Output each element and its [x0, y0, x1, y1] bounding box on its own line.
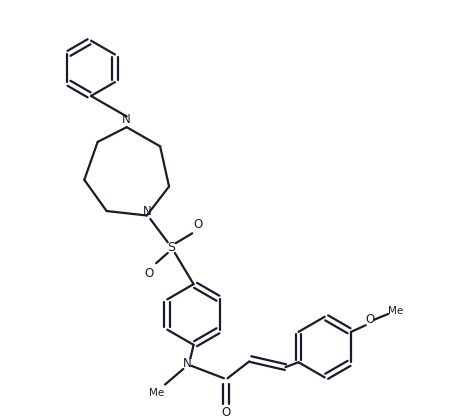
Text: O: O	[221, 406, 231, 419]
Text: O: O	[194, 218, 203, 231]
Text: N: N	[122, 113, 131, 126]
Text: N: N	[143, 204, 151, 217]
Text: N: N	[182, 357, 191, 370]
Text: O: O	[366, 313, 375, 326]
Text: S: S	[167, 241, 175, 254]
Text: Me: Me	[150, 388, 165, 398]
Text: O: O	[144, 266, 154, 279]
Text: Me: Me	[388, 306, 403, 316]
